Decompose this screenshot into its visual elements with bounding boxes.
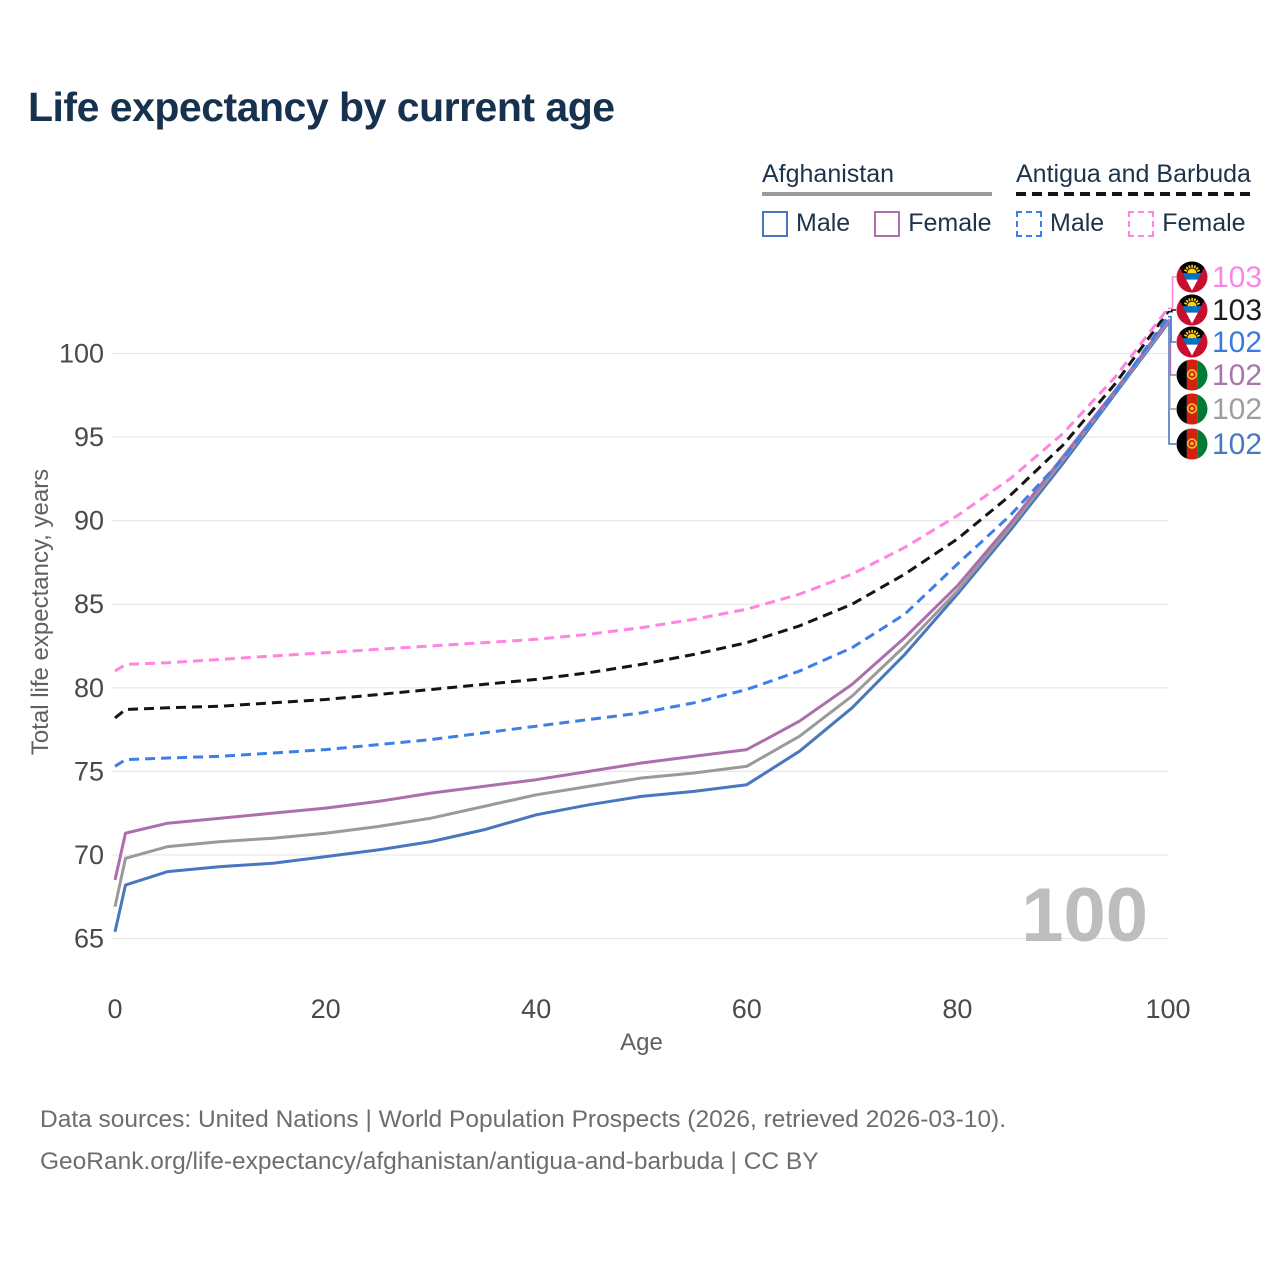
x-tick-label: 20 (311, 994, 341, 1024)
antigua-and-barbuda-flag-icon (1176, 261, 1208, 293)
end-connector (1168, 309, 1176, 313)
y-tick-label: 75 (74, 756, 104, 786)
end-value-label: 102 (1212, 359, 1262, 392)
series-line-afghanistan-female (113, 319, 1170, 881)
y-tick-label: 80 (74, 673, 104, 703)
x-tick-label: 40 (521, 994, 551, 1024)
x-tick-label: 80 (942, 994, 972, 1024)
y-tick-label: 70 (74, 840, 104, 870)
x-tick-label: 100 (1145, 994, 1190, 1024)
legend-item-afghanistan-female[interactable]: Female (874, 209, 992, 238)
y-tick-label: 95 (74, 422, 104, 452)
legend-group-antigua-and-barbuda: Antigua and Barbuda Male Female (1016, 160, 1251, 238)
antigua-and-barbuda-flag-icon (1176, 294, 1208, 326)
series-line-antigua-and-barbuda (114, 310, 1170, 720)
end-connector (1168, 276, 1176, 310)
y-tick-label: 85 (74, 589, 104, 619)
legend-swatch-icon (762, 210, 788, 237)
series-line-afghanistan-male (113, 322, 1170, 933)
end-connector (1168, 320, 1176, 410)
end-connector (1168, 319, 1176, 376)
legend-item-antigua-female[interactable]: Female (1128, 209, 1246, 238)
antigua-and-barbuda-flag-icon (1176, 326, 1208, 358)
afghanistan-flag-icon (1176, 359, 1208, 391)
legend-underline-solid (762, 192, 992, 196)
legend-item-afghanistan-male[interactable]: Male (762, 209, 850, 238)
footer-sources-line: Data sources: United Nations | World Pop… (40, 1106, 1007, 1133)
series-line-antigua-and-barbuda-female (114, 307, 1170, 673)
page-title: Life expectancy by current age (28, 84, 615, 130)
legend-item-antigua-male[interactable]: Male (1016, 209, 1104, 238)
y-tick-label: 100 (59, 339, 104, 369)
end-value-label: 103 (1212, 294, 1262, 327)
series-line-afghanistan (113, 320, 1170, 908)
x-axis-title: Age (620, 1029, 663, 1056)
end-connector (1168, 315, 1176, 343)
y-tick-label: 90 (74, 506, 104, 536)
data-source-footer: Data sources: United Nations | World Pop… (40, 1099, 1006, 1183)
legend-country-label: Antigua and Barbuda (1016, 160, 1251, 188)
legend-underline-dashed (1016, 192, 1251, 196)
x-tick-label: 0 (107, 994, 122, 1024)
end-value-label: 102 (1212, 393, 1262, 426)
legend-swatch-icon (874, 210, 901, 237)
watermark-100: 100 (1021, 873, 1148, 958)
end-value-label: 102 (1212, 428, 1262, 461)
legend-item-label: Male (796, 209, 851, 237)
afghanistan-flag-icon (1176, 428, 1208, 460)
end-value-label: 102 (1212, 326, 1262, 359)
afghanistan-flag-icon (1176, 393, 1208, 425)
legend-item-label: Male (1050, 209, 1105, 237)
x-tick-label: 60 (732, 994, 762, 1024)
legend-swatch-icon (1016, 210, 1042, 237)
series-line-antigua-and-barbuda-male (114, 315, 1170, 768)
legend-country-label: Afghanistan (762, 160, 895, 188)
y-tick-label: 65 (74, 924, 104, 954)
legend-swatch-icon (1128, 210, 1155, 237)
line-chart-canvas: 65 70 75 80 85 90 95 100 0 20 40 60 80 100 Age Total li… (27, 261, 1262, 1056)
legend-item-label: Female (908, 209, 992, 237)
legend-item-label: Female (1162, 209, 1246, 237)
footer-attribution-line: GeoRank.org/life-expectancy/afghanistan/… (40, 1148, 819, 1175)
y-axis-title: Total life expectancy, years (27, 469, 54, 755)
legend-group-afghanistan: Afghanistan Male Female (762, 160, 992, 238)
end-value-label: 103 (1212, 261, 1262, 294)
